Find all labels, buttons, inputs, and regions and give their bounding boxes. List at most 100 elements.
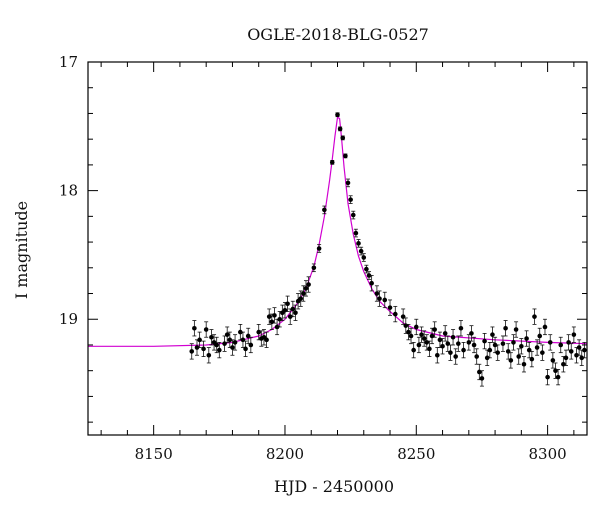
data-point (547, 334, 553, 351)
data-point (377, 290, 382, 307)
data-point (211, 334, 217, 351)
data-point (387, 299, 393, 316)
data-point-marker (450, 334, 456, 340)
data-point (519, 338, 524, 355)
data-point (421, 330, 427, 347)
data-point-marker (413, 324, 419, 330)
data-point-marker (408, 333, 414, 339)
data-point (329, 159, 335, 165)
data-point (293, 304, 298, 321)
data-point-marker (563, 355, 569, 361)
data-point (358, 246, 364, 256)
data-point-marker (435, 352, 440, 358)
data-point (232, 334, 238, 351)
data-point (406, 323, 411, 341)
data-point-marker (529, 356, 535, 362)
data-point (416, 336, 422, 354)
data-point-marker (411, 347, 416, 353)
data-point (566, 334, 571, 351)
data-point (413, 318, 419, 336)
data-point (316, 244, 322, 253)
data-point (222, 335, 227, 352)
data-point-marker (264, 337, 269, 343)
data-point (537, 327, 543, 345)
data-point (442, 325, 448, 342)
model-layer (88, 116, 588, 347)
data-point-marker (348, 197, 353, 202)
data-point-marker (440, 343, 445, 349)
data-point-marker (217, 347, 222, 353)
data-point (408, 327, 414, 345)
data-point-marker (532, 314, 537, 319)
data-point (534, 339, 540, 356)
data-point (471, 336, 477, 354)
data-point-marker (192, 325, 197, 331)
data-point (227, 331, 233, 348)
data-point (392, 305, 398, 323)
data-point (524, 330, 529, 347)
data-point (461, 341, 466, 359)
data-point-marker (248, 342, 254, 348)
data-point-marker (524, 336, 529, 341)
data-point-marker (571, 332, 577, 337)
data-point-marker (513, 327, 519, 332)
data-point-marker (555, 374, 561, 380)
data-point (448, 344, 453, 361)
data-point (272, 307, 277, 324)
x-tick-label: 8150 (135, 445, 173, 463)
data-point-marker (421, 336, 427, 341)
data-point (337, 126, 343, 132)
data-point-marker (337, 126, 343, 132)
data-point (201, 340, 206, 357)
data-point-marker (298, 296, 304, 301)
data-point (432, 321, 437, 338)
data-point-marker (238, 329, 243, 335)
data-point-marker (329, 160, 335, 165)
data-point (353, 228, 359, 238)
data-point (361, 253, 367, 262)
data-point-marker (521, 361, 527, 367)
data-point-marker (519, 343, 524, 349)
data-point-marker (582, 347, 587, 353)
data-point (466, 334, 472, 351)
data-point (209, 329, 214, 346)
data-point-marker (364, 266, 369, 272)
data-point (298, 290, 304, 307)
data-point-marker (266, 314, 272, 319)
data-point-marker (442, 331, 448, 336)
data-point (217, 341, 222, 359)
data-point-marker (406, 329, 411, 335)
data-point-marker (576, 345, 582, 350)
data-point-marker (382, 297, 388, 303)
data-point (550, 352, 556, 369)
x-axis-label: HJD - 2450000 (274, 477, 394, 496)
data-point-marker (194, 345, 200, 350)
data-point (238, 323, 243, 341)
x-tick-label: 8250 (397, 445, 435, 463)
data-point-marker (361, 255, 367, 260)
data-point (427, 340, 432, 357)
data-point (206, 347, 212, 364)
data-point-marker (427, 346, 432, 352)
data-point-marker (290, 306, 296, 312)
data-point-marker (458, 325, 464, 331)
data-point (435, 347, 440, 364)
data-point-marker (322, 207, 327, 213)
data-point (230, 339, 235, 356)
data-point-marker (316, 246, 322, 251)
data-point (189, 343, 195, 360)
data-point-marker (224, 332, 230, 337)
data-point-marker (189, 349, 195, 354)
data-point (287, 308, 293, 325)
data-point-marker (206, 352, 212, 358)
data-point-marker (274, 324, 280, 330)
data-point (192, 320, 197, 337)
data-point (482, 332, 487, 350)
data-point-marker (197, 337, 202, 343)
data-point (526, 341, 532, 359)
data-point (503, 320, 508, 337)
data-point (203, 321, 209, 338)
data-point (194, 339, 200, 356)
data-point-marker (419, 332, 424, 337)
